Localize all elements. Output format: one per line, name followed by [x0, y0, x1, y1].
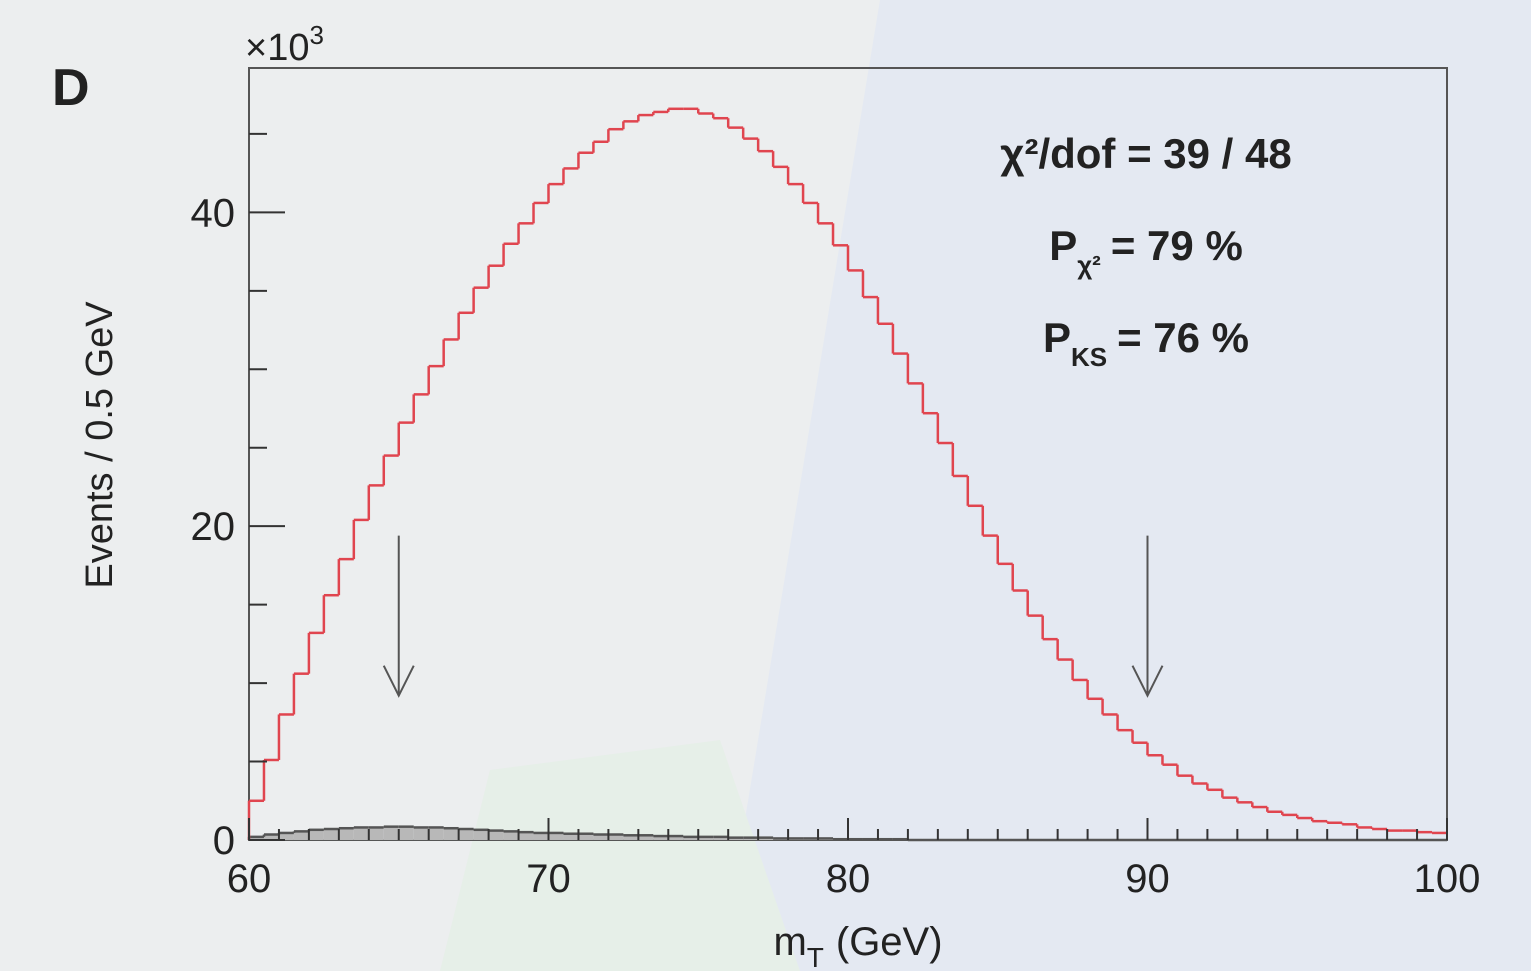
background-blue: [720, 0, 1531, 971]
histogram-fill: [608, 834, 624, 840]
histogram-fill: [683, 836, 699, 840]
histogram-fill: [443, 828, 459, 840]
y-axis-label: Events / 0.5 GeV: [79, 301, 121, 589]
x-label-tail: (GeV): [836, 920, 943, 964]
histogram-fill: [533, 832, 549, 840]
annotation-sub: KS: [1071, 342, 1107, 372]
histogram-fill: [308, 829, 324, 840]
histogram-fill: [503, 831, 519, 840]
histogram-fill: [713, 836, 729, 840]
y-tick-label: 20: [191, 505, 236, 549]
background-green: [440, 740, 800, 971]
histogram-fill: [593, 834, 609, 840]
histogram-fill: [563, 833, 579, 840]
arrow-head: [1131, 665, 1164, 698]
y-tick-label: 40: [191, 191, 236, 235]
histogram-fill: [293, 831, 309, 840]
histogram-fill: [638, 835, 654, 840]
x-label-sub: T: [807, 942, 824, 971]
histogram-fill: [458, 829, 474, 840]
y-multiplier: ×103: [245, 20, 324, 69]
annotation-sub: χ²: [1077, 250, 1101, 280]
histogram-fill: [428, 827, 444, 840]
histogram-fill: [249, 836, 264, 840]
histogram-fill: [698, 836, 714, 840]
histogram-fill: [488, 830, 504, 840]
histogram-series: [247, 825, 1447, 842]
histogram-fill: [383, 826, 399, 840]
histogram-fill: [578, 833, 594, 840]
panel-label: D: [52, 59, 90, 117]
x-axis-label: mT (GeV): [773, 920, 942, 971]
y-multiplier-exp: 3: [309, 20, 323, 50]
histogram-fill: [653, 836, 669, 840]
annotation-main: χ²/dof = 39 / 48: [1000, 130, 1291, 177]
annotation-tail: = 79 %: [1111, 222, 1243, 269]
histogram-fill: [353, 827, 369, 840]
x-tick-label: 70: [526, 857, 571, 901]
annotation-main: P: [1043, 314, 1071, 361]
histogram-fill: [338, 828, 354, 840]
histogram-fill: [473, 829, 489, 840]
histogram-fill: [623, 835, 639, 840]
histogram-fill: [263, 834, 279, 840]
annotation: PKS = 76 %: [1043, 314, 1249, 372]
annotation-tail: = 76 %: [1117, 314, 1249, 361]
y-multiplier-base: ×10: [245, 27, 309, 69]
arrow-head: [382, 665, 415, 698]
histogram-fill: [368, 827, 384, 840]
y-tick-label: 0: [213, 819, 235, 863]
histogram-fill: [518, 832, 534, 840]
histogram-fill: [668, 836, 684, 840]
x-tick-label: 100: [1414, 857, 1481, 901]
annotation: Pχ² = 79 %: [1049, 222, 1243, 280]
x-tick-label: 90: [1125, 857, 1170, 901]
annotation: χ²/dof = 39 / 48: [1000, 130, 1291, 177]
histogram-fill: [398, 826, 414, 840]
annotation-main: P: [1049, 222, 1077, 269]
histogram-fill: [413, 827, 429, 840]
x-tick-label: 80: [826, 857, 871, 901]
histogram-fill: [278, 832, 294, 840]
x-tick-label: 60: [227, 857, 272, 901]
x-label-main: m: [773, 920, 806, 964]
histogram-fill: [548, 832, 564, 840]
histogram-fill: [323, 829, 339, 840]
